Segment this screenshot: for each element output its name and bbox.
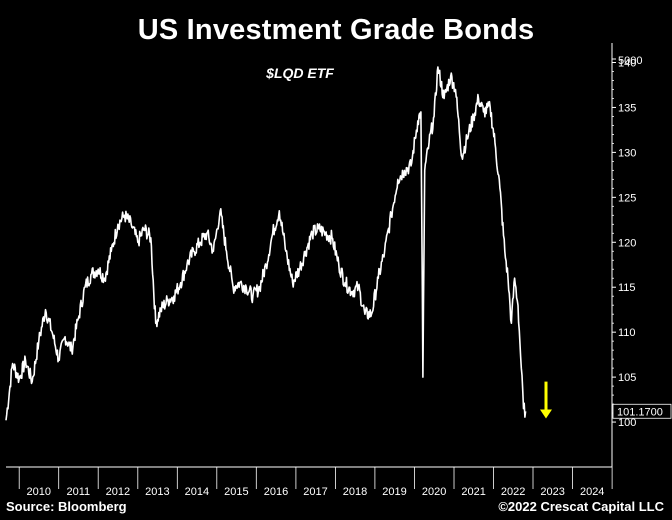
x-tick-label: 2024 [580, 486, 604, 498]
x-tick-label: 2017 [303, 486, 327, 498]
plot-area: 101.1700 [5, 66, 672, 421]
y-tick-label: 125 [618, 192, 636, 204]
source-note: Source: Bloomberg [6, 499, 127, 514]
x-tick-label: 2016 [264, 486, 288, 498]
x-tick-label: 2011 [66, 486, 90, 498]
x-tick-label: 2018 [343, 486, 367, 498]
down-arrow-head-icon [539, 409, 552, 419]
last-value-box [612, 403, 672, 419]
y-tick-label: 130 [618, 147, 636, 159]
x-tick-label: 2015 [224, 486, 248, 498]
y-tick-label: 100 [618, 417, 636, 429]
x-tick-label: 2021 [461, 486, 485, 498]
chart-title: US Investment Grade Bonds [137, 14, 535, 46]
x-tick-label: 2010 [27, 486, 51, 498]
x-tick-label: 2012 [106, 486, 130, 498]
y-tick-label: 115 [618, 282, 636, 294]
y-tick-label: 110 [618, 327, 636, 339]
x-tick-label: 2022 [501, 486, 525, 498]
y-tick-label: 120 [618, 237, 636, 249]
axes: 5000 100 105 110 115 120 125 130 135 140 2010 2011 2… [6, 43, 642, 498]
y-tick-label: 105 [618, 372, 636, 384]
chart-subtitle: $LQD ETF [266, 65, 334, 81]
y-tick-label: 135 [618, 102, 636, 114]
x-tick-label: 2013 [145, 486, 169, 498]
y-tick-label: 140 [618, 57, 636, 69]
x-tick-label: 2014 [185, 486, 209, 498]
y-tick-label: 5000 [618, 55, 642, 67]
x-tick-label: 2023 [540, 486, 564, 498]
x-tick-label: 2019 [382, 486, 406, 498]
x-tick-label: 2020 [422, 486, 446, 498]
series-line [5, 66, 527, 421]
last-value-label: 101.1700 [617, 406, 663, 418]
copyright-note: ©2022 Crescat Capital LLC [498, 499, 664, 514]
